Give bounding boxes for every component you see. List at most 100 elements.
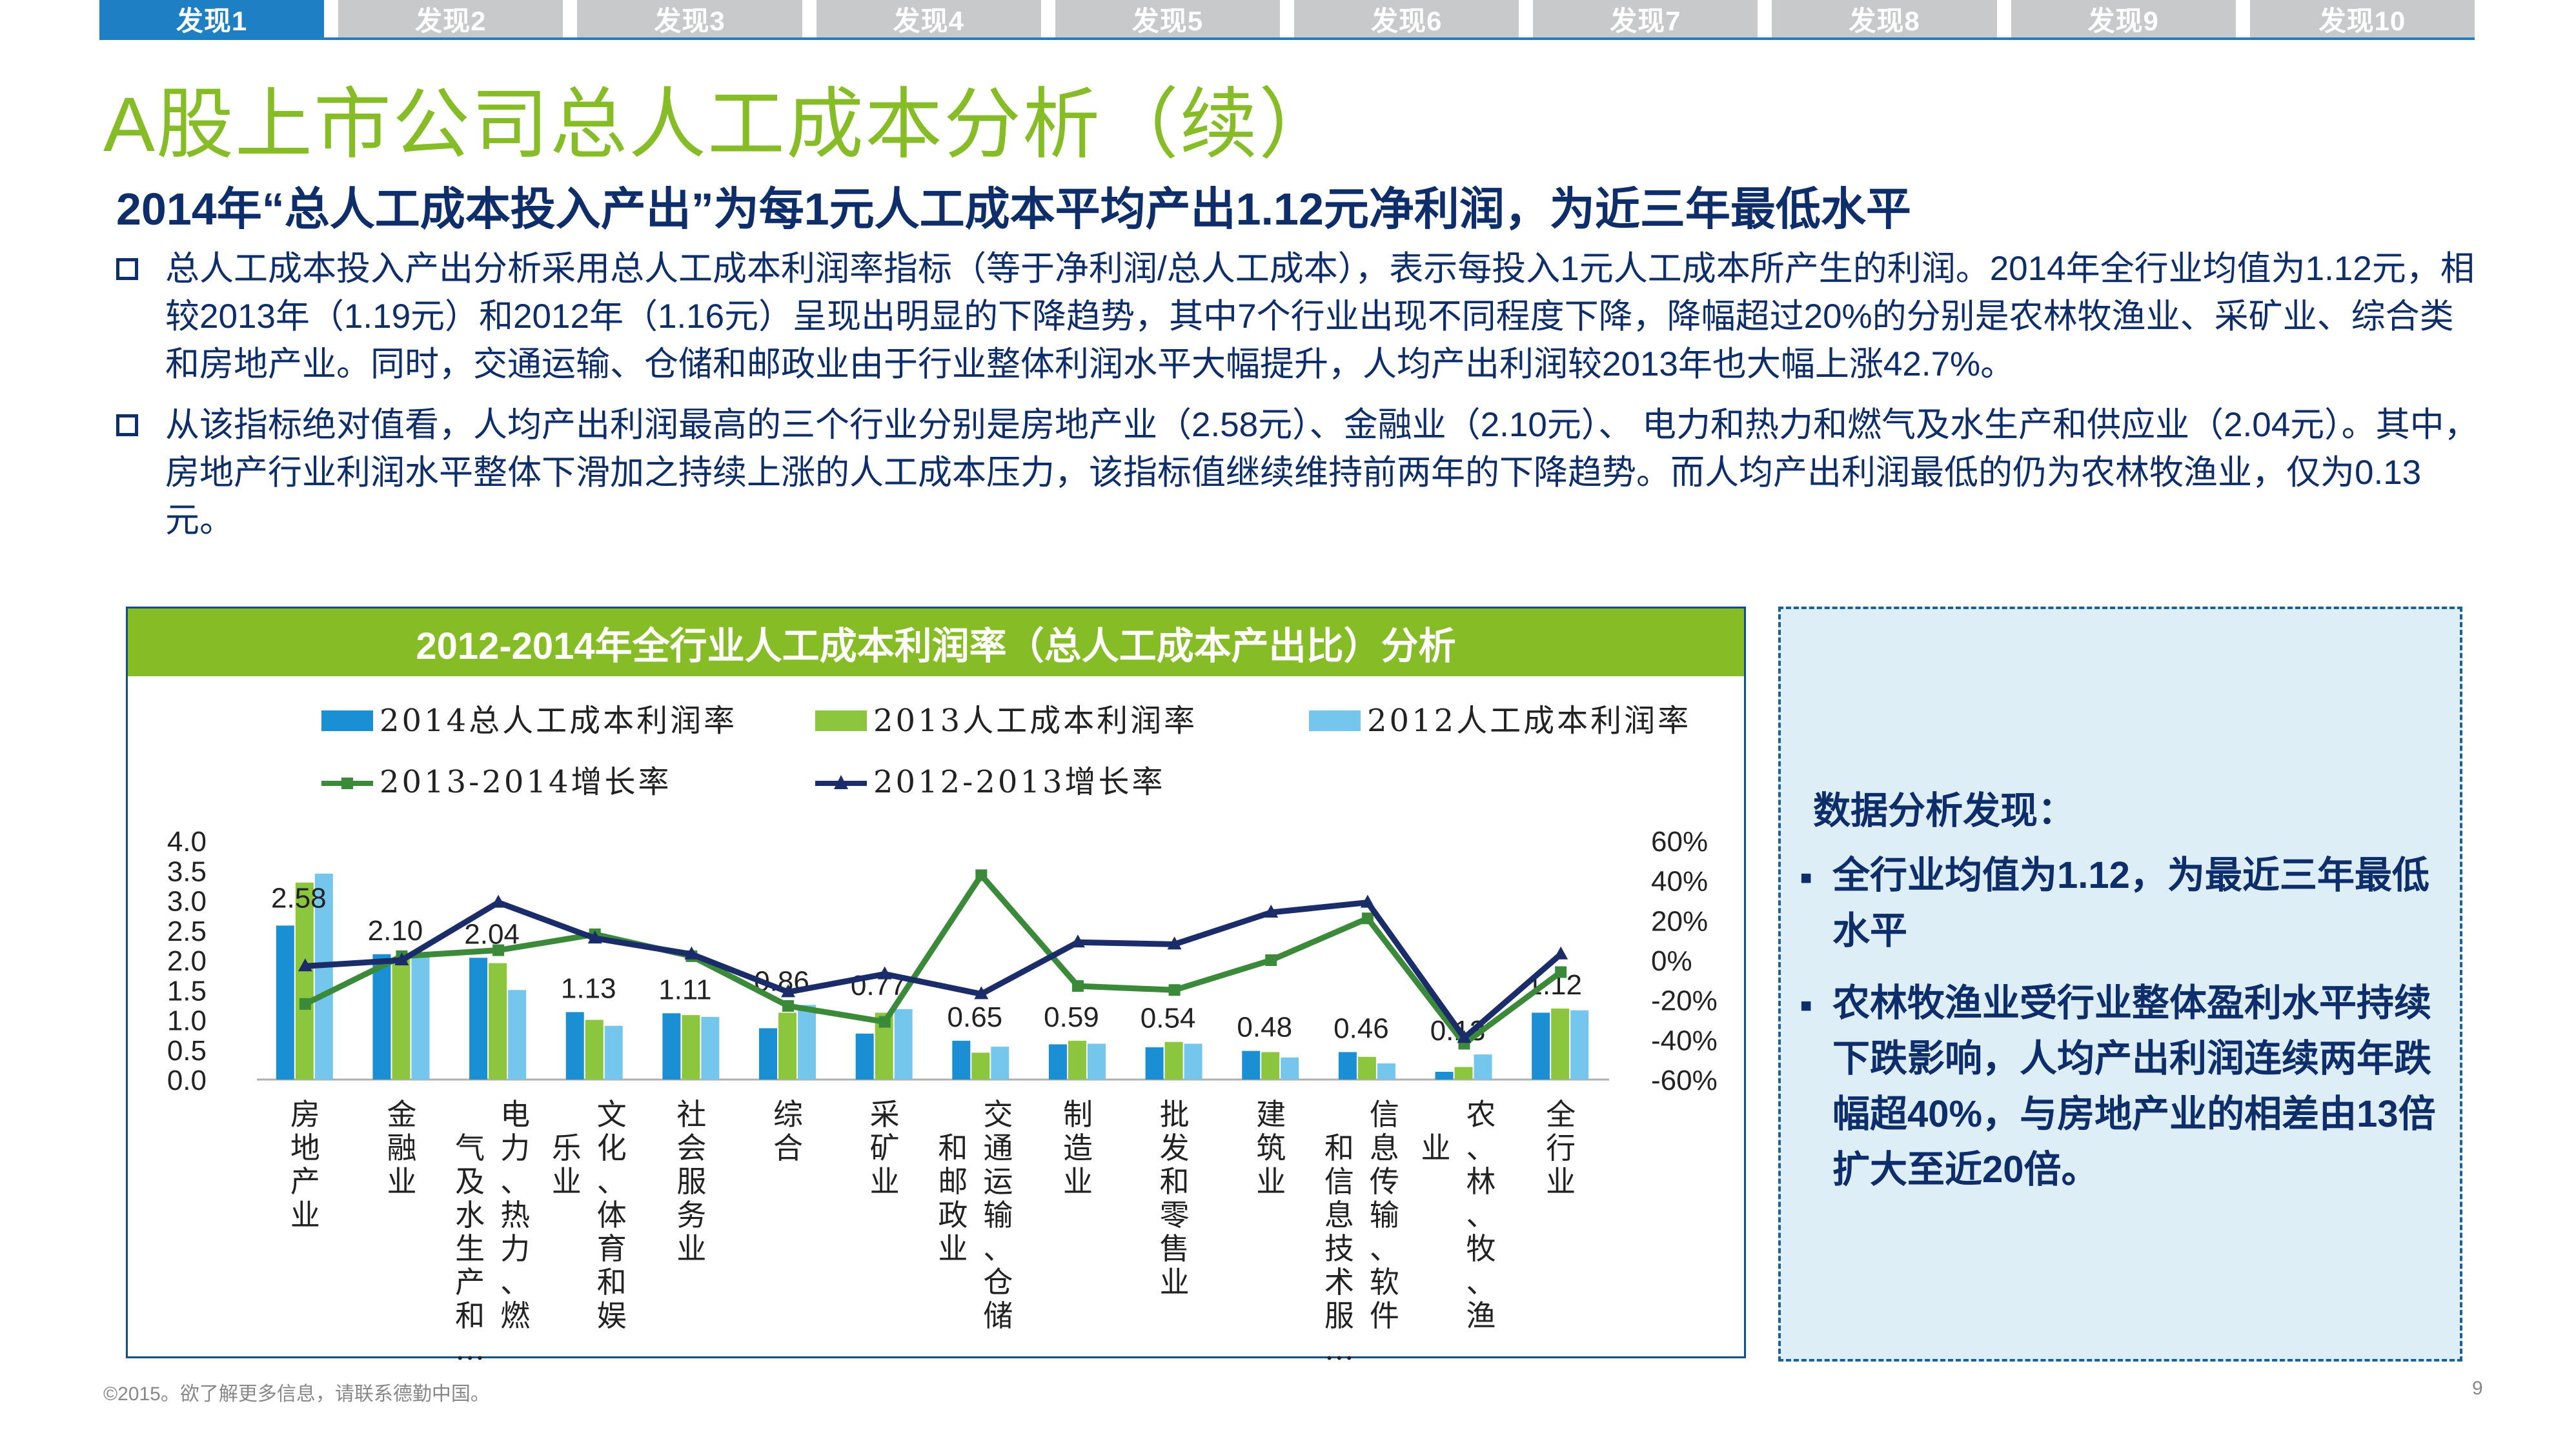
line-growth-2012-2013	[305, 900, 1563, 1041]
category-label-char: 邮	[938, 1164, 968, 1199]
bar-2013	[778, 1012, 797, 1080]
category-label-char: …	[1324, 1332, 1354, 1360]
tab-bar: 发现1 发现2 发现3 发现4 发现5 发现6 发现7 发现8 发现9 发现10	[99, 0, 2475, 37]
category-label-char: 农	[1466, 1097, 1496, 1132]
checkbox-bullet-icon	[116, 414, 138, 436]
category-label-char: 、	[597, 1164, 627, 1199]
bar-2014	[276, 925, 294, 1080]
bar-2012	[1184, 1043, 1202, 1080]
category-label-char: 房	[290, 1097, 320, 1132]
bar-2014	[1242, 1051, 1261, 1080]
category-label-char: 售	[1160, 1231, 1190, 1266]
findings-title: 数据分析发现：	[1813, 790, 2076, 832]
category-label-char: 业	[290, 1198, 320, 1232]
category-label-char: 业	[1160, 1265, 1190, 1300]
category-label-char: 运	[983, 1164, 1013, 1199]
category-label-char: 通	[983, 1131, 1013, 1165]
tab-underline	[99, 37, 2475, 40]
tab-finding-6[interactable]: 发现6	[1294, 0, 1519, 37]
category-label-char: 输	[1370, 1198, 1399, 1232]
category-label-char: 、	[500, 1265, 530, 1300]
bar-2013	[971, 1052, 990, 1080]
marker-2012-2013	[491, 894, 506, 908]
checkbox-bullet-icon	[116, 258, 138, 280]
bar-2013	[585, 1020, 603, 1080]
bullet-text: 总人工成本投入产出分析采用总人工成本利润率指标（等于净利润/总人工成本），表示每…	[165, 250, 2475, 383]
category-label-char: 、	[983, 1231, 1013, 1266]
category-label-char: 业	[870, 1164, 900, 1199]
bar-data-label: 1.13	[561, 972, 616, 1004]
y-right-tick-label: 20%	[1651, 905, 1708, 937]
marker-2013-2014	[1265, 954, 1277, 966]
category-label-char: 气	[455, 1131, 485, 1165]
tab-finding-2[interactable]: 发现2	[338, 0, 563, 37]
bar-2012	[314, 873, 333, 1080]
category-label-char: 政	[938, 1198, 968, 1232]
bar-2012	[1281, 1057, 1299, 1080]
category-label-char: 育	[597, 1231, 627, 1266]
bar-2013	[682, 1015, 700, 1080]
tab-finding-8[interactable]: 发现8	[1772, 0, 1997, 37]
category-label-char: 矿	[870, 1131, 900, 1165]
category-label-char: 、	[1466, 1131, 1496, 1165]
marker-2013-2014	[878, 1016, 891, 1028]
bar-data-label: 2.58	[271, 882, 327, 914]
y-right-tick-label: -60%	[1651, 1065, 1718, 1096]
legend-2013-label: 2013人工成本利润率	[873, 703, 1197, 739]
category-label-char: 术	[1324, 1265, 1354, 1300]
category-label-char: 储	[983, 1298, 1013, 1333]
category-label-char: 信	[1324, 1164, 1354, 1199]
marker-2012-2013	[1167, 936, 1182, 950]
tab-finding-4[interactable]: 发现4	[816, 0, 1041, 37]
category-label-char: 、	[1370, 1231, 1399, 1266]
y-right-tick-label: -40%	[1651, 1025, 1718, 1056]
category-label-char: 和	[1324, 1131, 1354, 1165]
category-label-char: 务	[676, 1198, 706, 1232]
tab-finding-9[interactable]: 发现9	[2011, 0, 2236, 37]
tab-finding-5[interactable]: 发现5	[1055, 0, 1281, 37]
category-label-char: 业	[1546, 1164, 1576, 1199]
square-bullet-icon: ■	[1800, 995, 1812, 1016]
findings-list: ■ 全行业均值为1.12，为最近三年最低水平 ■ 农林牧渔业受行业整体盈利水平持续下…	[1800, 848, 2446, 1214]
bar-data-label: 0.54	[1141, 1003, 1196, 1034]
tab-finding-3[interactable]: 发现3	[577, 0, 802, 37]
findings-item: ■ 农林牧渔业受行业整体盈利水平持续下跌影响，人均产出利润连续两年跌幅超40%，与…	[1800, 976, 2446, 1198]
category-label-char: 批	[1160, 1097, 1190, 1132]
y-left-tick-label: 0.5	[167, 1035, 207, 1067]
y-right-tick-label: 40%	[1651, 866, 1708, 898]
bar-2012	[411, 954, 430, 1080]
tab-finding-10[interactable]: 发现10	[2249, 0, 2475, 37]
marker-2012-2013	[587, 930, 602, 944]
category-label-char: 综	[773, 1097, 803, 1132]
category-label-char: 和	[938, 1131, 968, 1165]
findings-text: 农林牧渔业受行业整体盈利水平持续下跌影响，人均产出利润连续两年跌幅超40%，与房…	[1832, 982, 2436, 1191]
category-label-char: 软	[1370, 1265, 1399, 1300]
category-label-char: 娱	[597, 1298, 627, 1333]
page-title: A股上市公司总人工成本分析（续）	[103, 81, 1338, 168]
category-label-char: 体	[597, 1198, 627, 1232]
category-label-char: 件	[1370, 1298, 1399, 1333]
marker-2013-2014	[1071, 980, 1084, 992]
legend-growth-2013-2014-marker	[341, 778, 353, 789]
marker-2013-2014	[1361, 912, 1374, 925]
bar-2014	[565, 1012, 584, 1080]
category-label-char: 业	[1256, 1164, 1286, 1199]
category-label-char: 化	[597, 1131, 627, 1165]
y-left-tick-label: 3.0	[167, 886, 207, 918]
category-label-char: 和	[597, 1265, 627, 1300]
category-label-char: 热	[500, 1198, 530, 1232]
category-label-char: 燃	[500, 1298, 530, 1333]
square-bullet-icon: ■	[1800, 867, 1812, 889]
bar-2014	[1145, 1047, 1164, 1080]
category-label-char: 输	[983, 1198, 1013, 1232]
category-label-char: 社	[676, 1097, 706, 1132]
bar-data-label: 2.10	[368, 915, 423, 947]
marker-2013-2014	[975, 869, 988, 881]
legend-growth-2012-2013-label: 2012-2013增长率	[873, 764, 1166, 800]
category-label-char: 制	[1063, 1097, 1093, 1132]
category-label-char: 全	[1546, 1097, 1576, 1132]
tab-finding-1[interactable]: 发现1	[99, 0, 325, 37]
category-label-char: 合	[773, 1131, 803, 1165]
category-label-char: 业	[676, 1231, 706, 1266]
tab-finding-7[interactable]: 发现7	[1533, 0, 1758, 37]
